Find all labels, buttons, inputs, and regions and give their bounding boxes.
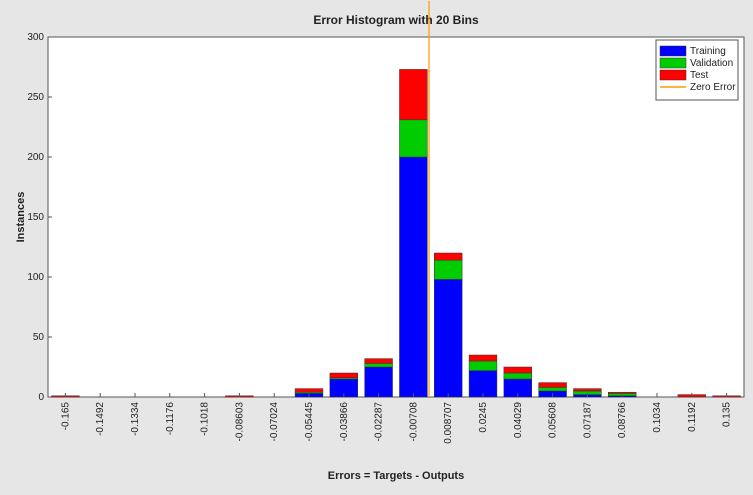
legend-label: Training	[690, 46, 726, 57]
x-axis-label: Errors = Targets - Outputs	[328, 470, 464, 482]
bar-segment	[538, 382, 567, 388]
x-tick-label: 0.0245	[478, 402, 489, 433]
x-tick-label: -0.03866	[339, 402, 350, 442]
x-tick-label: -0.02287	[374, 402, 385, 442]
x-tick-label: 0.1192	[687, 402, 698, 432]
x-tick-label: 0.1034	[652, 402, 663, 433]
x-tick-label: 0.08766	[617, 402, 628, 439]
legend-swatch	[659, 45, 687, 57]
bar-segment	[399, 69, 428, 121]
bar-segment	[329, 372, 358, 379]
x-tick-label: -0.165	[60, 402, 71, 431]
bar-segment	[434, 279, 463, 398]
plot-area	[47, 36, 745, 398]
x-tick-label: -0.07024	[269, 402, 280, 442]
x-tick-label: -0.00708	[408, 402, 419, 442]
x-tick-label: 0.05608	[548, 402, 559, 439]
bar-segment	[503, 372, 532, 380]
y-tick-label: 150	[27, 212, 44, 223]
legend-label: Validation	[690, 58, 733, 69]
x-tick-label: 0.008707	[443, 402, 454, 444]
x-tick-label: -0.1334	[130, 402, 141, 436]
x-tick-label: -0.1176	[165, 402, 176, 436]
bar-segment	[294, 388, 324, 393]
chart-title: Error Histogram with 20 Bins	[313, 13, 479, 27]
x-tick-label: -0.1018	[200, 402, 211, 436]
bar-segment	[538, 387, 567, 392]
x-tick-label: -0.08603	[234, 402, 245, 442]
x-tick-label: 0.04029	[513, 402, 524, 439]
x-tick-label: -0.1492	[95, 402, 106, 436]
bar-segment	[573, 388, 602, 392]
legend-label: Test	[690, 70, 709, 81]
bar-segment	[468, 354, 498, 362]
bar-segment	[399, 119, 428, 158]
y-tick-label: 50	[33, 332, 45, 343]
x-tick-label: -0.05445	[304, 402, 315, 442]
legend-label: Zero Error	[690, 82, 736, 93]
bar-segment	[503, 366, 532, 374]
bar-segment	[468, 360, 498, 371]
bar-segment	[364, 358, 393, 364]
y-tick-label: 250	[27, 92, 44, 103]
bar-segment	[434, 259, 463, 280]
bar-segment	[468, 370, 498, 398]
bar-segment	[364, 366, 393, 398]
bar-segment	[434, 252, 463, 261]
y-tick-label: 100	[27, 272, 44, 283]
y-tick-label: 200	[27, 152, 44, 163]
bar-segment	[399, 156, 428, 398]
x-tick-label: 0.135	[722, 402, 733, 427]
y-tick-label: 0	[38, 392, 44, 403]
legend-swatch	[659, 57, 687, 69]
x-tick-label: 0.07187	[582, 402, 593, 439]
bar-segment	[364, 363, 393, 368]
legend-swatch	[659, 69, 687, 81]
y-axis-label: Instances	[15, 192, 27, 243]
y-tick-label: 300	[27, 32, 44, 43]
